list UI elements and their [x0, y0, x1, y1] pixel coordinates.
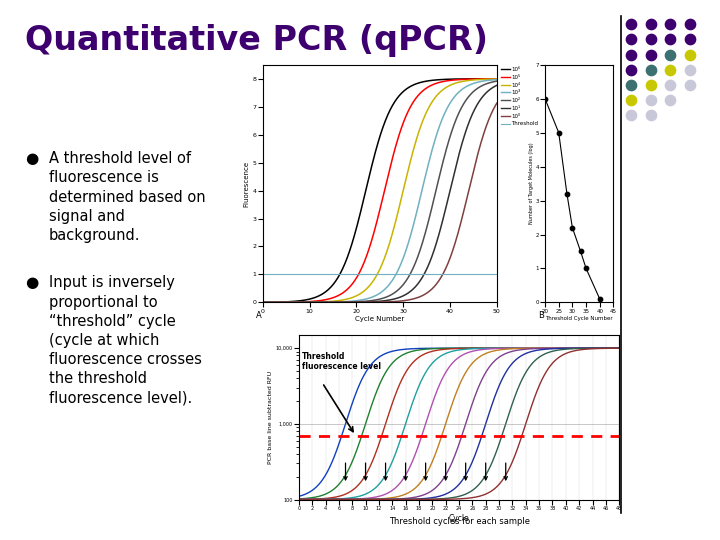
Point — [553, 129, 564, 137]
Text: A: A — [256, 310, 261, 320]
Point — [626, 96, 637, 104]
Text: B: B — [539, 310, 544, 320]
Y-axis label: Number of Target Molecules (log): Number of Target Molecules (log) — [529, 143, 534, 225]
Point — [684, 50, 696, 59]
X-axis label: Cycle: Cycle — [449, 514, 469, 523]
Point — [684, 80, 696, 89]
Point — [626, 65, 637, 74]
Point — [665, 50, 676, 59]
Point — [626, 111, 637, 119]
Point — [645, 65, 657, 74]
Text: ●: ● — [25, 275, 38, 291]
Point — [665, 80, 676, 89]
Point — [645, 96, 657, 104]
Point — [539, 94, 551, 103]
Text: A threshold level of
fluorescence is
determined based on
signal and
background.: A threshold level of fluorescence is det… — [49, 151, 206, 243]
Point — [645, 35, 657, 44]
X-axis label: Cycle Number: Cycle Number — [355, 316, 405, 322]
Point — [626, 35, 637, 44]
Point — [626, 50, 637, 59]
Point — [645, 80, 657, 89]
Text: Threshold cycles for each sample: Threshold cycles for each sample — [389, 517, 530, 526]
Point — [645, 111, 657, 119]
Point — [645, 20, 657, 29]
Point — [684, 20, 696, 29]
Y-axis label: PCR base line subtracted RFU: PCR base line subtracted RFU — [268, 370, 273, 464]
Point — [594, 295, 606, 303]
Point — [684, 35, 696, 44]
Point — [626, 20, 637, 29]
Point — [645, 50, 657, 59]
Point — [665, 35, 676, 44]
Y-axis label: Fluorescence: Fluorescence — [244, 160, 250, 207]
Point — [665, 20, 676, 29]
Text: Input is inversely
proportional to
“threshold” cycle
(cycle at which
fluorescenc: Input is inversely proportional to “thre… — [49, 275, 202, 406]
Point — [665, 96, 676, 104]
Point — [626, 80, 637, 89]
Legend: 10⁶, 10⁵, 10⁴, 10³, 10², 10¹, 10⁰, Threshold: 10⁶, 10⁵, 10⁴, 10³, 10², 10¹, 10⁰, Thres… — [499, 65, 541, 129]
Text: Quantitative PCR (qPCR): Quantitative PCR (qPCR) — [25, 24, 488, 57]
Point — [684, 65, 696, 74]
X-axis label: Threshold Cycle Number: Threshold Cycle Number — [546, 316, 613, 321]
Point — [561, 190, 572, 198]
Point — [575, 247, 586, 256]
Text: Threshold
fluorescence level: Threshold fluorescence level — [302, 352, 381, 371]
Text: ●: ● — [25, 151, 38, 166]
Point — [567, 224, 578, 232]
Point — [665, 65, 676, 74]
Point — [580, 264, 592, 273]
